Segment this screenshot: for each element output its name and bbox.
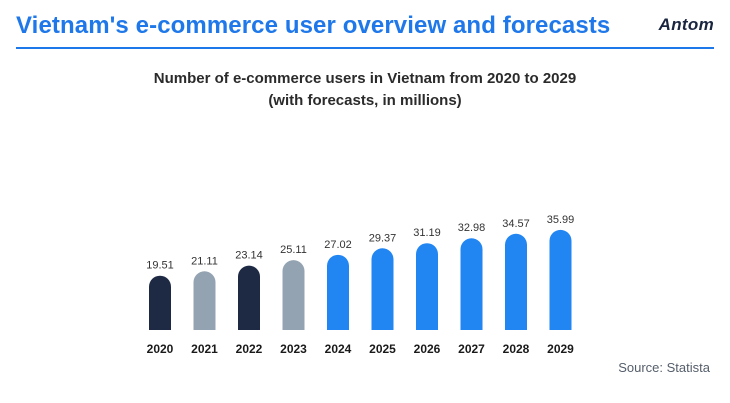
value-label-2021: 21.11	[191, 255, 218, 267]
bar-base-2022	[238, 319, 260, 330]
bar-base-2029	[549, 319, 572, 330]
x-tick-label-2029: 2029	[547, 342, 574, 356]
bar-base-2024	[327, 319, 349, 330]
bar-base-2028	[505, 319, 527, 330]
chart-title: Number of e-commerce users in Vietnam fr…	[153, 70, 577, 87]
value-label-2028: 34.57	[502, 218, 530, 230]
bar-2029	[549, 229, 572, 330]
bar-2025	[371, 248, 394, 330]
header-divider	[16, 47, 714, 49]
source-note: Source: Statista	[618, 360, 710, 375]
bar-2021	[193, 271, 216, 330]
bar-base-2027	[460, 319, 483, 330]
x-tick-label-2020: 2020	[147, 342, 174, 356]
x-tick-label-2028: 2028	[503, 342, 530, 356]
x-tick-label-2025: 2025	[369, 342, 396, 356]
bar-2023	[282, 260, 305, 330]
value-label-2026: 31.19	[413, 227, 441, 239]
bar-base-2025	[371, 319, 394, 330]
x-tick-label-2023: 2023	[280, 342, 307, 356]
value-label-2023: 25.11	[280, 244, 307, 256]
bar-2024	[327, 254, 349, 330]
page-header: Vietnam's e-commerce user overview and f…	[0, 0, 730, 56]
bar-base-2023	[282, 319, 305, 330]
x-tick-label-2024: 2024	[325, 342, 352, 356]
value-label-2022: 23.14	[235, 250, 263, 262]
chart-subtitle: (with forecasts, in millions)	[268, 92, 462, 109]
antom-logo: Antom	[658, 15, 714, 34]
value-label-2027: 32.98	[458, 222, 486, 234]
value-label-2020: 19.51	[146, 260, 174, 272]
x-tick-label-2021: 2021	[191, 342, 218, 356]
bar-2027	[460, 238, 483, 330]
bar-base-2020	[149, 319, 171, 330]
bar-2020	[149, 275, 171, 330]
page-title: Vietnam's e-commerce user overview and f…	[16, 12, 611, 39]
x-tick-label-2026: 2026	[414, 342, 441, 356]
bar-chart: 19.51 2020 21.11 2021 23.14 2022 25.11 2023 27.0…	[146, 214, 575, 356]
bar-2022	[238, 265, 260, 330]
x-tick-label-2022: 2022	[236, 342, 263, 356]
bar-base-2021	[193, 319, 216, 330]
value-label-2029: 35.99	[547, 214, 575, 226]
chart-title-block: Number of e-commerce users in Vietnam fr…	[0, 68, 730, 112]
value-label-2024: 27.02	[324, 239, 352, 251]
bar-base-2026	[416, 319, 438, 330]
x-tick-label-2027: 2027	[458, 342, 485, 356]
bar-2026	[416, 243, 438, 330]
bar-2028	[505, 233, 527, 330]
value-label-2025: 29.37	[369, 232, 397, 244]
